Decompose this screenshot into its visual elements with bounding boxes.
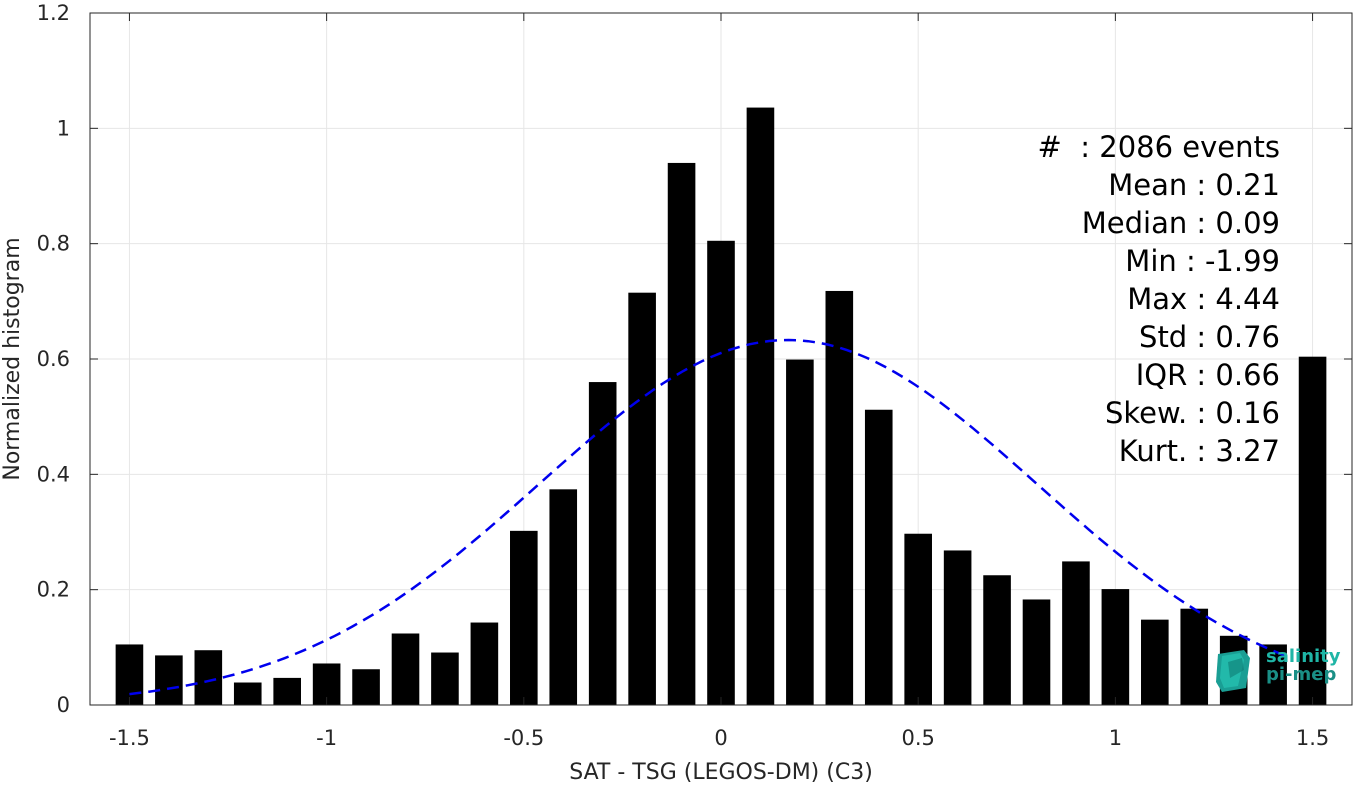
y-tick-labels: 0 0.2 0.4 0.6 0.8 1 1.2 — [37, 1, 70, 717]
stat-skew: Skew. : 0.16 — [1104, 396, 1280, 430]
histogram-bar — [510, 530, 538, 705]
y-tick-label: 0.4 — [37, 462, 70, 486]
logo-text: salinity pi-mep — [1266, 648, 1341, 684]
histogram-bar — [1101, 589, 1130, 705]
histogram-bar — [1062, 561, 1090, 705]
histogram-bar — [864, 409, 893, 705]
histogram-bar — [588, 382, 617, 705]
histogram-bar — [1298, 356, 1327, 705]
histogram-bar — [391, 633, 420, 705]
y-tick-label: 1.2 — [37, 1, 70, 25]
stat-median: Median : 0.09 — [1081, 206, 1280, 240]
stat-max: Max : 4.44 — [1127, 282, 1280, 316]
histogram-bar — [904, 533, 932, 705]
histogram-bar — [352, 669, 380, 705]
x-tick-labels: -1.5 -1 -0.5 0 0.5 1 1.5 — [109, 726, 1329, 750]
histogram-bar — [194, 650, 223, 705]
histogram-bar — [667, 162, 696, 705]
histogram-bar — [549, 489, 578, 705]
statistics-box: # : 2086 events Mean : 0.21 Median : 0.0… — [1000, 128, 1280, 470]
histogram-bar — [1141, 619, 1169, 705]
histogram-bar — [628, 292, 656, 705]
stat-kurt: Kurt. : 3.27 — [1118, 434, 1280, 468]
bars — [115, 107, 1327, 706]
histogram-bar — [1180, 608, 1209, 705]
stat-count: # : 2086 events — [1037, 130, 1280, 164]
y-tick-label: 0.2 — [37, 578, 70, 602]
histogram-bar — [943, 550, 972, 705]
stat-std: Std : 0.76 — [1139, 320, 1280, 354]
x-tick-label: 1 — [1109, 726, 1122, 750]
logo-line2: pi-mep — [1266, 664, 1337, 685]
gaussian-fit-curve — [129, 338, 1294, 696]
histogram-bar — [470, 622, 499, 705]
x-tick-label: -0.5 — [503, 726, 544, 750]
x-axis-label: SAT - TSG (LEGOS-DM) (C3) — [569, 760, 873, 785]
histogram-bar — [115, 644, 144, 705]
y-tick-label: 0.6 — [37, 347, 70, 371]
salinity-pi-mep-logo-icon — [1216, 650, 1250, 692]
x-tick-label: -1.5 — [109, 726, 150, 750]
y-tick-label: 1 — [57, 116, 70, 140]
histogram-bar — [273, 677, 301, 705]
axes — [89, 12, 1353, 706]
histogram-bar — [746, 107, 775, 705]
histogram-bar — [233, 682, 262, 705]
histogram-bar — [983, 575, 1011, 705]
y-tick-label: 0 — [57, 693, 70, 717]
x-tick-label: 0 — [714, 726, 727, 750]
histogram-bar — [707, 240, 735, 706]
x-tick-label: -1 — [316, 726, 337, 750]
histogram-bar — [1022, 599, 1051, 705]
histogram-bar — [431, 652, 459, 705]
y-axis-label: Normalized histogram — [0, 237, 25, 480]
x-tick-label: 1.5 — [1296, 726, 1329, 750]
logo-line1: salinity — [1266, 646, 1341, 667]
stat-min: Min : -1.99 — [1125, 244, 1280, 278]
y-tick-label: 0.8 — [37, 232, 70, 256]
stat-mean: Mean : 0.21 — [1108, 168, 1280, 202]
histogram-bar — [825, 290, 854, 705]
histogram-bar — [786, 359, 814, 705]
x-tick-label: 0.5 — [901, 726, 934, 750]
stat-iqr: IQR : 0.66 — [1135, 358, 1280, 392]
histogram-bar — [155, 655, 183, 705]
